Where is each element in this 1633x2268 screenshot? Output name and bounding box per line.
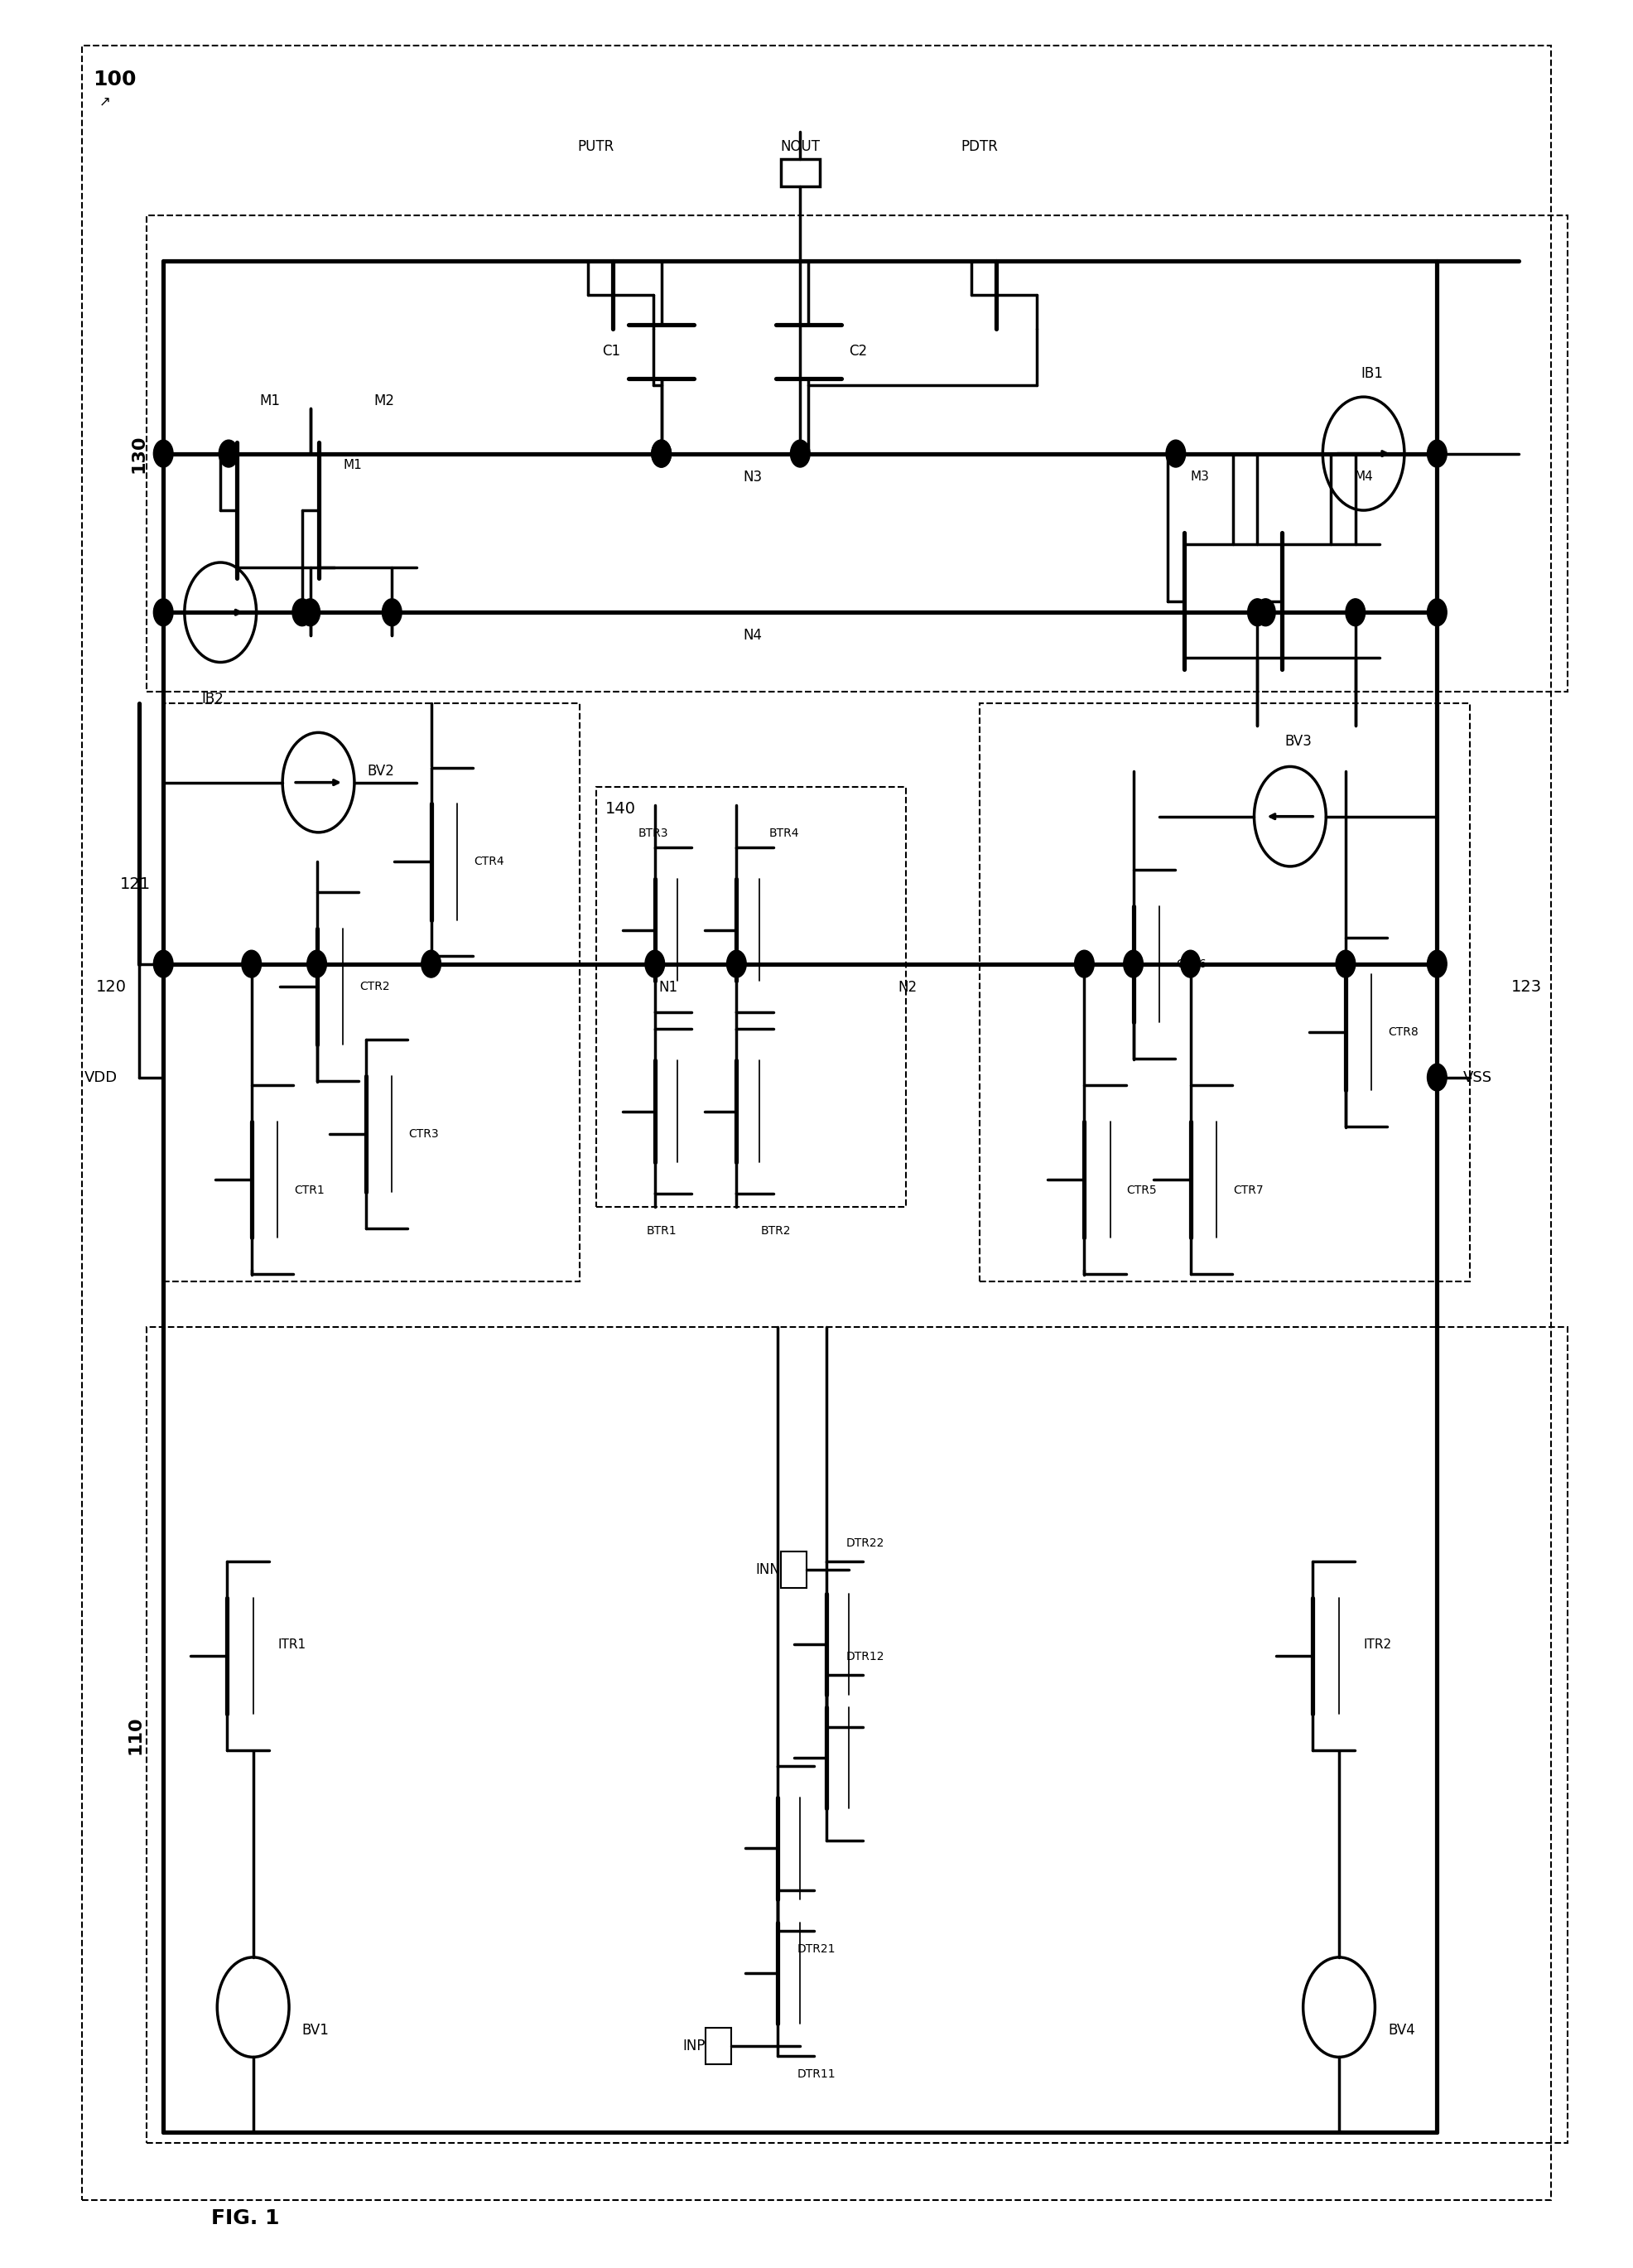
Text: VSS: VSS — [1463, 1070, 1493, 1084]
Text: N1: N1 — [658, 980, 678, 996]
Text: BV4: BV4 — [1388, 2023, 1416, 2037]
Text: CTR6: CTR6 — [1176, 957, 1207, 971]
Circle shape — [154, 599, 173, 626]
Text: CTR8: CTR8 — [1388, 1025, 1419, 1039]
Text: $\nearrow$: $\nearrow$ — [96, 95, 109, 109]
Bar — [781, 1551, 807, 1588]
Text: ITR2: ITR2 — [1364, 1637, 1391, 1651]
Circle shape — [382, 599, 402, 626]
Circle shape — [1248, 599, 1267, 626]
Text: BTR4: BTR4 — [769, 828, 799, 839]
Circle shape — [1256, 599, 1275, 626]
Circle shape — [727, 950, 746, 978]
Bar — [705, 2028, 732, 2064]
Text: DTR11: DTR11 — [797, 2068, 836, 2080]
Circle shape — [645, 950, 665, 978]
Text: CTR1: CTR1 — [294, 1184, 325, 1198]
Text: N3: N3 — [743, 469, 763, 485]
Text: IB1: IB1 — [1360, 365, 1383, 381]
Circle shape — [1336, 950, 1355, 978]
Circle shape — [1346, 599, 1365, 626]
Circle shape — [1075, 950, 1094, 978]
Text: BTR3: BTR3 — [639, 828, 668, 839]
Circle shape — [652, 440, 671, 467]
Circle shape — [292, 599, 312, 626]
Text: 123: 123 — [1512, 980, 1542, 993]
Text: 121: 121 — [121, 878, 150, 891]
Circle shape — [154, 950, 173, 978]
Circle shape — [219, 440, 238, 467]
Circle shape — [307, 950, 327, 978]
Bar — [781, 159, 820, 186]
Circle shape — [1427, 599, 1447, 626]
Circle shape — [790, 440, 810, 467]
Circle shape — [1166, 440, 1186, 467]
Text: DTR22: DTR22 — [846, 1538, 885, 1549]
Text: CTR2: CTR2 — [359, 980, 390, 993]
Text: BV2: BV2 — [367, 764, 395, 778]
Text: PDTR: PDTR — [962, 138, 998, 154]
Text: 140: 140 — [606, 801, 635, 816]
Text: 120: 120 — [96, 980, 126, 993]
Circle shape — [1427, 440, 1447, 467]
Circle shape — [154, 440, 173, 467]
Text: BTR1: BTR1 — [647, 1225, 676, 1236]
Text: M2: M2 — [374, 392, 394, 408]
Text: M4: M4 — [1354, 472, 1373, 483]
Text: DTR21: DTR21 — [797, 1944, 836, 1955]
Circle shape — [300, 599, 320, 626]
Text: INP: INP — [683, 2039, 705, 2053]
Text: BV3: BV3 — [1285, 733, 1311, 748]
Circle shape — [1181, 950, 1200, 978]
Circle shape — [1124, 950, 1143, 978]
Text: 110: 110 — [127, 1715, 144, 1755]
Text: DTR12: DTR12 — [846, 1651, 885, 1662]
Text: M1: M1 — [343, 458, 363, 472]
Text: BTR2: BTR2 — [761, 1225, 790, 1236]
Text: NOUT: NOUT — [781, 138, 820, 154]
Circle shape — [1427, 1064, 1447, 1091]
Text: M3: M3 — [1190, 472, 1210, 483]
Text: 130: 130 — [131, 435, 147, 472]
Text: 100: 100 — [93, 70, 136, 88]
Text: INN: INN — [756, 1563, 781, 1576]
Text: PUTR: PUTR — [578, 138, 614, 154]
Text: CTR5: CTR5 — [1127, 1184, 1158, 1198]
Circle shape — [421, 950, 441, 978]
Text: CTR3: CTR3 — [408, 1127, 439, 1141]
Text: C1: C1 — [603, 345, 621, 358]
Text: N4: N4 — [743, 628, 763, 644]
Circle shape — [242, 950, 261, 978]
Text: IB2: IB2 — [201, 692, 224, 708]
Text: C2: C2 — [849, 345, 867, 358]
Text: VDD: VDD — [85, 1070, 118, 1084]
Text: CTR4: CTR4 — [474, 855, 505, 869]
Text: ITR1: ITR1 — [278, 1637, 305, 1651]
Circle shape — [652, 440, 671, 467]
Text: N2: N2 — [898, 980, 918, 996]
Text: CTR7: CTR7 — [1233, 1184, 1264, 1198]
Text: BV1: BV1 — [302, 2023, 330, 2037]
Circle shape — [1427, 950, 1447, 978]
Text: M1: M1 — [260, 392, 279, 408]
Text: FIG. 1: FIG. 1 — [211, 2209, 279, 2227]
